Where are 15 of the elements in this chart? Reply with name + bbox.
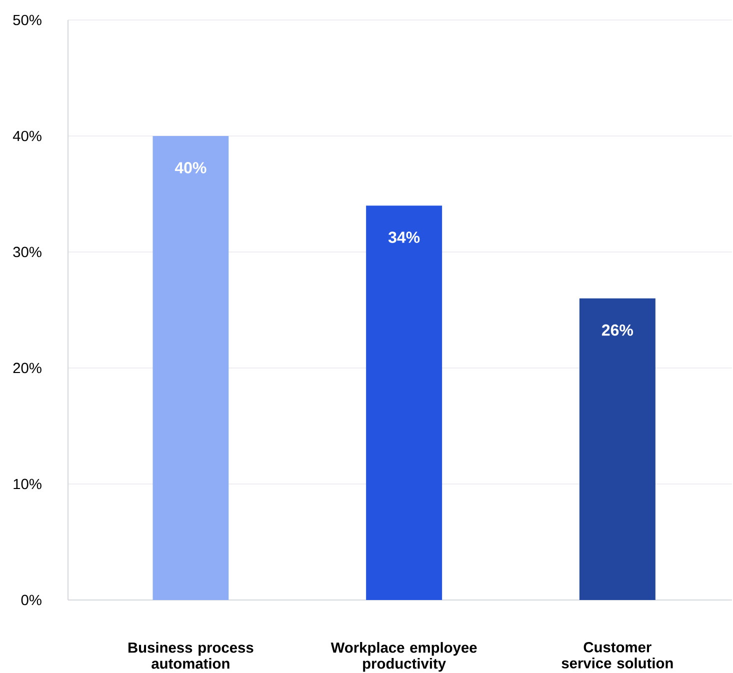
y-tick-label: 0% — [21, 594, 42, 606]
data-label: 26% — [602, 324, 634, 336]
y-tick-label: 30% — [13, 246, 42, 258]
bar — [579, 298, 656, 600]
y-tick-label: 50% — [13, 14, 42, 26]
data-label: 40% — [174, 162, 206, 174]
y-tick-label: 40% — [12, 130, 42, 142]
y-tick-label: 10% — [14, 478, 42, 490]
data-label: 34% — [388, 232, 420, 243]
bar — [152, 136, 229, 600]
x-tick-label: Customer service solution — [562, 642, 673, 668]
y-tick-label: 20% — [13, 362, 42, 374]
x-tick-label: Workplace employee productivity — [330, 642, 477, 672]
x-tick-label: Business process automation — [128, 642, 254, 669]
bar — [366, 206, 442, 600]
